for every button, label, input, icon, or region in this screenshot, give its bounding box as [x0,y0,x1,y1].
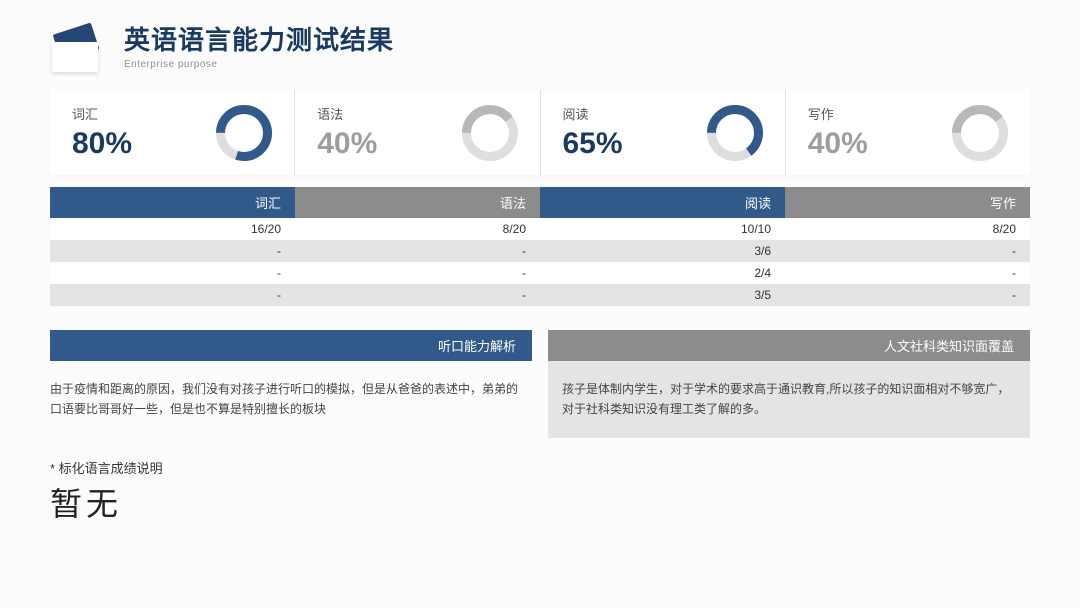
donut-chart-icon [952,105,1008,161]
donut-chart-icon [707,105,763,161]
table-header-cell: 写作 [785,187,1030,218]
donut-percent: 80% [72,127,132,161]
donut-percent: 65% [563,127,623,161]
donut-cell: 写作 40% [786,90,1030,175]
donut-percent: 40% [317,127,377,161]
table-cell: - [295,262,540,284]
table-cell: 8/20 [785,218,1030,240]
donut-chart-icon [216,105,272,161]
donut-percent: 40% [808,127,868,161]
table-cell: - [50,284,295,306]
logo-icon [50,26,106,70]
footer-block: * 标化语言成绩说明 暂无 [50,458,1030,525]
donut-label: 词汇 [72,104,132,123]
table-cell: 10/10 [540,218,785,240]
table-cell: 8/20 [295,218,540,240]
footer-value: 暂无 [50,479,1030,525]
donut-row: 词汇 80% 语法 40% 阅读 65% 写作 40% [50,90,1030,175]
table-header-cell: 词汇 [50,187,295,218]
analysis-left-body: 由于疫情和距离的原因，我们没有对孩子进行听口的模拟，但是从爸爸的表述中，弟弟的口… [50,361,532,430]
table-cell: 16/20 [50,218,295,240]
donut-label: 阅读 [563,104,623,123]
page-title: 英语语言能力测试结果 [124,20,394,57]
table-cell: 2/4 [540,262,785,284]
analysis-left-header: 听口能力解析 [50,330,532,361]
page-subtitle: Enterprise purpose [124,59,394,70]
table-row: 16/208/2010/108/20 [50,218,1030,240]
footer-label: * 标化语言成绩说明 [50,458,1030,477]
table-header-row: 词汇语法阅读写作 [50,187,1030,218]
page-header: 英语语言能力测试结果 Enterprise purpose [50,20,1030,70]
table-cell: - [785,284,1030,306]
donut-cell: 词汇 80% [50,90,295,175]
score-table: 词汇语法阅读写作16/208/2010/108/20--3/6---2/4---… [50,187,1030,306]
title-block: 英语语言能力测试结果 Enterprise purpose [124,20,394,70]
table-row: --3/5- [50,284,1030,306]
analysis-right: 人文社科类知识面覆盖 孩子是体制内学生，对于学术的要求高于通识教育,所以孩子的知… [548,330,1030,438]
table-header-cell: 阅读 [540,187,785,218]
table-cell: - [50,240,295,262]
table-header-cell: 语法 [295,187,540,218]
donut-cell: 阅读 65% [541,90,786,175]
table-cell: - [295,240,540,262]
table-cell: 3/5 [540,284,785,306]
analysis-right-body: 孩子是体制内学生，对于学术的要求高于通识教育,所以孩子的知识面相对不够宽广，对于… [548,361,1030,438]
analysis-right-header: 人文社科类知识面覆盖 [548,330,1030,361]
table-cell: - [295,284,540,306]
table-cell: - [785,240,1030,262]
analysis-row: 听口能力解析 由于疫情和距离的原因，我们没有对孩子进行听口的模拟，但是从爸爸的表… [50,330,1030,438]
donut-label: 语法 [317,104,377,123]
table-cell: 3/6 [540,240,785,262]
donut-cell: 语法 40% [295,90,540,175]
analysis-left: 听口能力解析 由于疫情和距离的原因，我们没有对孩子进行听口的模拟，但是从爸爸的表… [50,330,532,438]
donut-chart-icon [462,105,518,161]
table-row: --3/6- [50,240,1030,262]
table-cell: - [785,262,1030,284]
table-row: --2/4- [50,262,1030,284]
table-cell: - [50,262,295,284]
donut-label: 写作 [808,104,868,123]
